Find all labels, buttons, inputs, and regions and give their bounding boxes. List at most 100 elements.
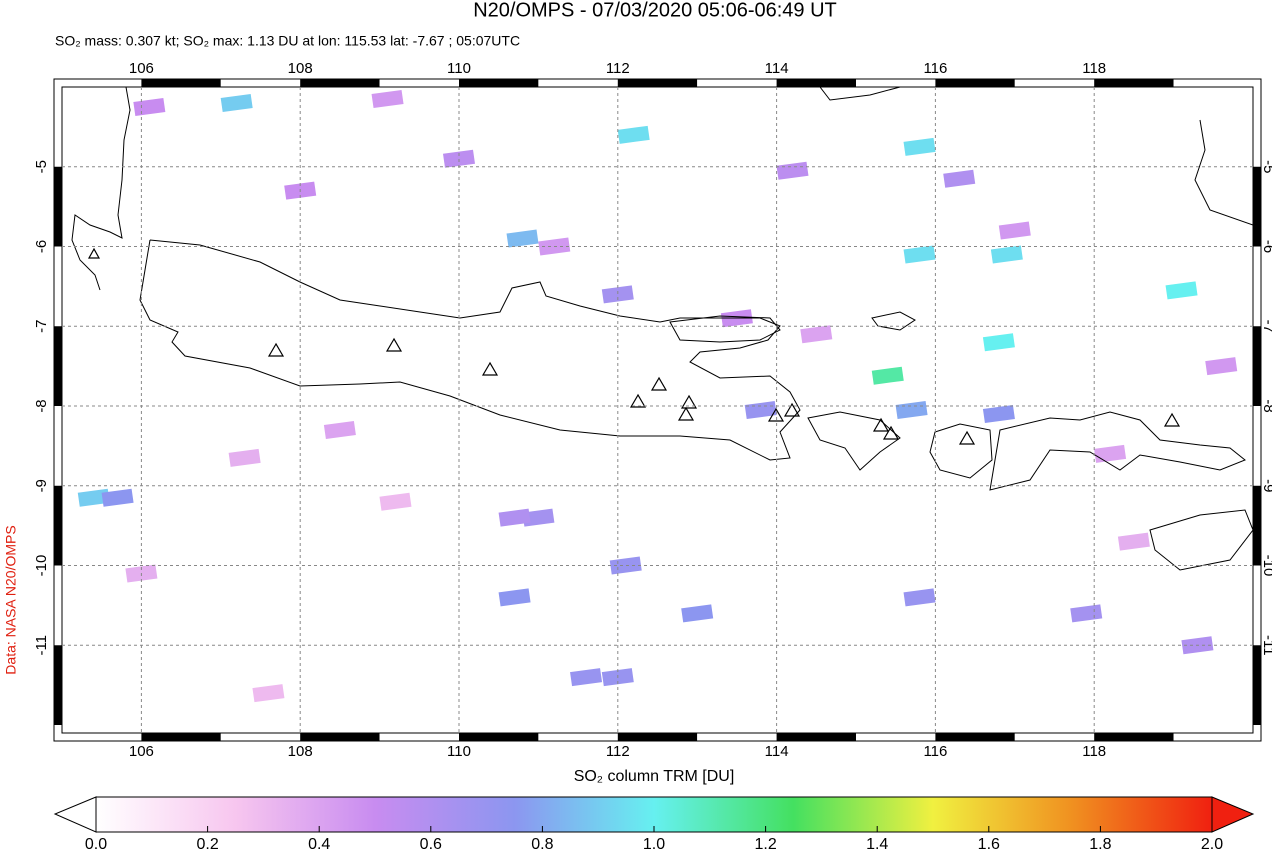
frame-band [54,645,62,726]
colorbar-tick-label: 1.0 [643,836,665,853]
y-tick-label: -7 [33,320,50,333]
frame-band [459,79,539,87]
frame-band [1253,326,1261,407]
frame-band [62,79,142,87]
so2-pixel [220,93,253,112]
frame-band [538,733,618,741]
frame-band [1014,79,1095,87]
y-tick-label: -5 [1260,160,1272,173]
so2-pixel [617,125,650,144]
frame-band [856,79,936,87]
frame-band [856,733,936,741]
coast-sumba [1149,509,1253,571]
frame-band [1094,733,1174,741]
coast-sumbawa [989,411,1246,491]
frame-band [1253,725,1261,733]
y-tick-label: -10 [1260,555,1272,577]
so2-pixel [982,333,1015,352]
frame-band [54,166,62,247]
colorbar-over [1211,796,1255,833]
frame-band [54,87,62,167]
frame-band [54,326,62,407]
so2-pixel [371,89,404,108]
frame-band [54,246,62,327]
coast-lombok [929,423,993,479]
colorbar-tick-label: 0.0 [85,836,107,853]
coast-java [139,239,801,461]
so2-pixel [903,137,936,156]
x-tick-label: 114 [765,60,789,77]
so2-pixel [943,169,976,188]
so2-pixel [903,588,936,607]
so2-pixel [681,604,714,623]
y-tick-label: -7 [1260,320,1272,333]
so2-pixel [498,588,531,607]
frame-band [141,733,221,741]
frame-band [617,733,698,741]
colorbar-tick-label: 0.8 [531,836,553,853]
y-tick-label: -6 [1260,240,1272,253]
colorbar-under [53,796,97,833]
y-tick-label: -5 [33,160,50,173]
coast-kangean [871,311,916,331]
map-frame [53,78,1262,742]
so2-pixel [443,149,475,168]
y-tick-label: -10 [33,555,50,577]
coast-madura [669,315,781,343]
frame-outline [53,78,1262,742]
colorbar-tick-label: 1.8 [1089,836,1111,853]
so2-pixel [895,401,928,419]
frame-band [141,79,221,87]
frame-band [1253,246,1261,327]
frame-band [776,733,856,741]
y-tick-label: -9 [33,479,50,492]
colorbar-tick-label: 0.2 [196,836,218,853]
frame-band [220,733,301,741]
frame-band [1014,733,1095,741]
coast-kalimantan [819,87,1253,226]
coast-sumatra [71,87,131,291]
so2-pixel [1165,281,1198,300]
subtitle: SO₂ mass: 0.307 kt; SO₂ max: 1.13 DU at … [55,33,520,49]
x-tick-label: 116 [923,60,947,77]
so2-pixel [101,488,134,507]
so2-pixel [990,245,1023,264]
so2-pixel [871,366,904,385]
frame-band [1253,166,1261,247]
frame-band [459,733,539,741]
so2-pixel [228,448,261,467]
y-tick-label: -6 [33,240,50,253]
so2-pixel [1070,604,1103,623]
frame-band [54,485,62,566]
x-tick-label: 110 [447,60,471,77]
frame-band [1094,79,1174,87]
map-border [61,86,1254,734]
so2-pixel [323,420,356,439]
frame-band [300,733,380,741]
volcano [87,247,1181,445]
so2-pixel [252,684,285,703]
y-tick-label: -11 [1260,635,1272,656]
x-tick-label: 114 [765,743,789,760]
colorbar-label: SO₂ column TRM [DU] [574,768,735,785]
frame-band [538,79,618,87]
colorbar-tick-label: 0.4 [308,836,330,853]
so2-pixel [1205,357,1238,376]
x-tick-label: 118 [1082,60,1106,77]
volcanoes [87,247,1181,445]
frame-band [776,79,856,87]
y-tick-label: -9 [1260,479,1272,492]
frame-band [935,733,1015,741]
frame-band [1253,645,1261,726]
y-tick-label: -11 [33,635,50,656]
x-tick-label: 112 [606,743,630,760]
frame-band [220,79,301,87]
frame-band [300,79,380,87]
colorbar-tick-label: 1.6 [978,836,1000,853]
so2-pixel [982,404,1015,423]
x-tick-label: 110 [447,743,471,760]
so2-pixel [601,285,634,304]
frame-band [1253,406,1261,486]
coastlines [71,87,1253,571]
